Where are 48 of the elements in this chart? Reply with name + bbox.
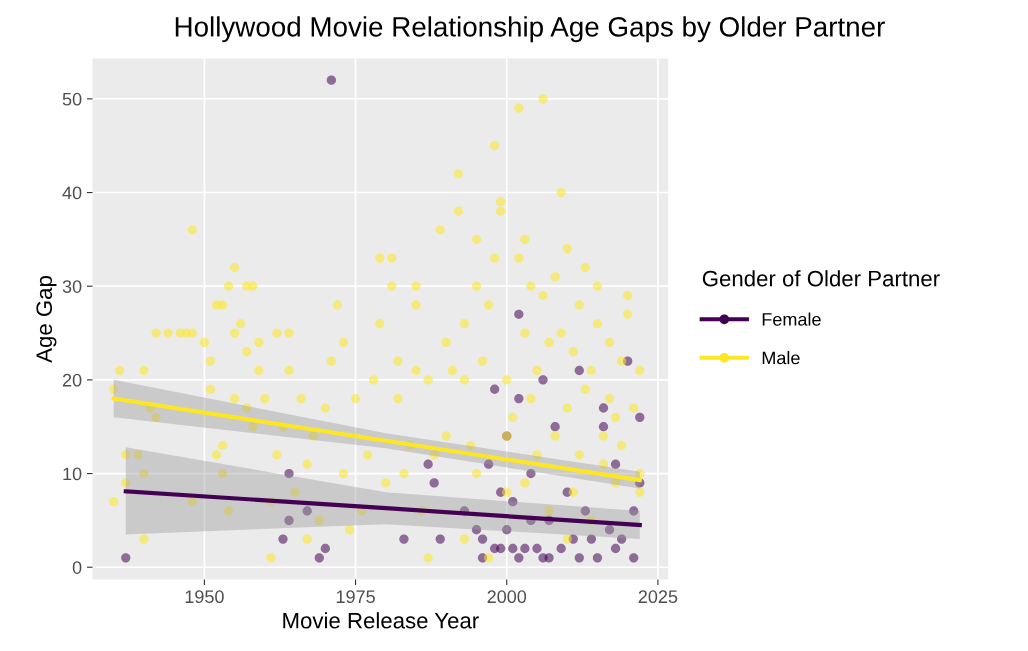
x-tick-label: 1950 [185,590,224,604]
point [586,534,597,544]
point [423,459,433,469]
chart-title: Hollywood Movie Relationship Age Gaps by Older Partner [175,16,885,43]
y-tick-label: 20 [62,373,82,387]
point [489,384,500,394]
legend-label: Female [762,312,821,326]
point [496,543,506,554]
point [399,534,409,544]
point [556,543,566,554]
x-tick-label: 2000 [487,590,527,604]
x-axis-title: Movie Release Year [283,612,479,629]
point [629,553,639,563]
point [121,553,131,563]
point [314,553,324,563]
point [598,422,609,432]
y-axis-title: Age Gap [36,276,57,363]
y-tick-label: 10 [63,467,82,481]
point [550,422,560,432]
point [574,365,584,376]
point [544,553,554,563]
legend-title: Gender of Older Partner [702,270,940,287]
point [508,543,518,554]
legend-label: Male [762,351,800,365]
point [598,403,609,413]
point [278,534,288,544]
point [610,543,621,554]
point [514,309,524,319]
y-tick-label: 50 [62,92,82,106]
point [477,534,488,544]
point [592,553,603,563]
y-tick-label: 0 [72,561,82,574]
point [574,553,584,563]
point [320,543,330,554]
point [532,543,542,554]
point [435,534,445,544]
point [514,393,524,404]
point [538,375,548,385]
point [520,543,530,554]
y-tick-label: 40 [62,186,82,200]
point [635,412,645,422]
point [514,553,524,563]
point [610,459,621,469]
x-tick-label: 1975 [336,590,375,604]
x-tick-label: 2025 [638,590,678,604]
y-tick-label: 30 [62,280,82,293]
point [326,75,337,85]
point [429,478,439,488]
